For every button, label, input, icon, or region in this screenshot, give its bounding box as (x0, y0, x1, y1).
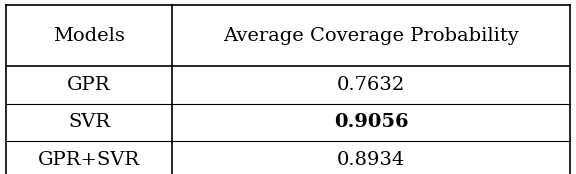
Text: GPR+SVR: GPR+SVR (38, 151, 140, 169)
Text: Average Coverage Probability: Average Coverage Probability (223, 27, 519, 45)
Text: 0.9056: 0.9056 (334, 113, 408, 131)
Text: 0.8934: 0.8934 (337, 151, 406, 169)
Text: Models: Models (53, 27, 125, 45)
Text: SVR: SVR (68, 113, 110, 131)
Text: GPR: GPR (67, 76, 111, 94)
Text: 0.7632: 0.7632 (337, 76, 406, 94)
